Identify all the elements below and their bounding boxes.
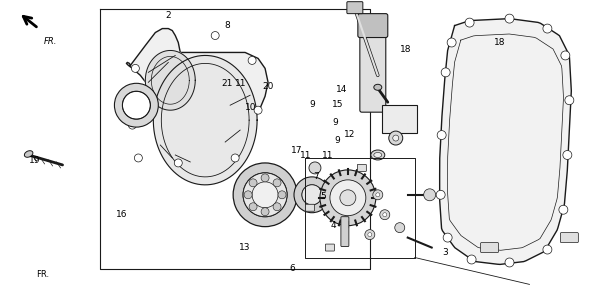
Circle shape (368, 233, 372, 237)
Text: 18: 18 (400, 45, 411, 54)
Text: 16: 16 (116, 210, 127, 219)
Circle shape (561, 51, 570, 60)
Circle shape (559, 205, 568, 214)
Text: 6: 6 (289, 264, 295, 273)
Text: 9: 9 (310, 101, 316, 110)
FancyBboxPatch shape (347, 2, 363, 14)
FancyBboxPatch shape (306, 204, 314, 211)
Circle shape (376, 193, 380, 197)
Circle shape (254, 106, 262, 114)
Text: 13: 13 (239, 244, 251, 252)
Text: 8: 8 (224, 21, 230, 30)
FancyBboxPatch shape (358, 14, 388, 38)
Circle shape (129, 121, 136, 129)
Circle shape (393, 135, 399, 141)
Text: 11: 11 (235, 79, 247, 88)
Polygon shape (126, 29, 268, 158)
Circle shape (436, 190, 445, 199)
Text: FR.: FR. (44, 36, 57, 45)
Text: 3: 3 (442, 248, 448, 257)
Circle shape (330, 180, 366, 216)
Ellipse shape (374, 153, 382, 157)
Circle shape (543, 245, 552, 254)
Circle shape (278, 191, 286, 199)
Circle shape (447, 38, 456, 47)
Circle shape (252, 182, 278, 208)
Circle shape (543, 24, 552, 33)
Text: 19: 19 (29, 157, 41, 166)
Circle shape (467, 255, 476, 264)
Circle shape (395, 223, 405, 233)
Circle shape (563, 150, 572, 160)
Text: 10: 10 (245, 103, 257, 112)
Circle shape (365, 230, 375, 240)
Text: 9: 9 (332, 118, 338, 127)
Text: 11: 11 (300, 151, 312, 160)
Circle shape (244, 191, 252, 199)
Circle shape (248, 56, 256, 64)
Text: 20: 20 (263, 82, 274, 91)
Circle shape (380, 210, 390, 220)
FancyBboxPatch shape (560, 233, 578, 243)
FancyBboxPatch shape (326, 244, 335, 251)
Circle shape (383, 213, 387, 217)
Circle shape (231, 154, 239, 162)
Circle shape (505, 258, 514, 267)
Text: 18: 18 (494, 38, 506, 47)
Ellipse shape (374, 84, 382, 90)
Text: 9: 9 (335, 136, 340, 145)
Circle shape (135, 154, 142, 162)
FancyBboxPatch shape (481, 243, 499, 253)
Circle shape (249, 203, 257, 211)
Text: 17: 17 (291, 146, 303, 155)
Circle shape (174, 159, 182, 167)
Text: 12: 12 (343, 129, 355, 138)
Circle shape (373, 190, 383, 200)
Circle shape (340, 190, 356, 206)
Circle shape (249, 179, 257, 187)
Ellipse shape (371, 150, 385, 160)
Text: FR.: FR. (37, 270, 50, 279)
Circle shape (302, 185, 322, 205)
Text: 11: 11 (322, 151, 333, 160)
Ellipse shape (24, 151, 33, 157)
Circle shape (441, 68, 450, 77)
FancyBboxPatch shape (360, 29, 386, 112)
Text: 5: 5 (320, 192, 326, 201)
Circle shape (565, 96, 574, 105)
Text: 21: 21 (222, 79, 233, 88)
Circle shape (465, 18, 474, 27)
Circle shape (437, 131, 446, 140)
Circle shape (424, 189, 435, 201)
FancyBboxPatch shape (341, 217, 349, 247)
FancyBboxPatch shape (358, 164, 366, 171)
Circle shape (132, 64, 139, 72)
Text: 15: 15 (332, 101, 344, 110)
Polygon shape (153, 55, 257, 185)
Circle shape (261, 174, 269, 182)
Polygon shape (440, 19, 571, 264)
Text: 7: 7 (313, 172, 319, 182)
Text: 14: 14 (336, 85, 348, 94)
Circle shape (211, 32, 219, 39)
Text: 2: 2 (166, 11, 171, 20)
Circle shape (273, 179, 281, 187)
Circle shape (443, 233, 452, 242)
Circle shape (309, 162, 321, 174)
FancyBboxPatch shape (382, 105, 417, 133)
Circle shape (243, 173, 287, 217)
Circle shape (505, 14, 514, 23)
Circle shape (261, 208, 269, 216)
Text: 4: 4 (330, 221, 336, 230)
Circle shape (389, 131, 403, 145)
Circle shape (320, 170, 376, 226)
Polygon shape (145, 51, 195, 110)
Circle shape (273, 203, 281, 211)
